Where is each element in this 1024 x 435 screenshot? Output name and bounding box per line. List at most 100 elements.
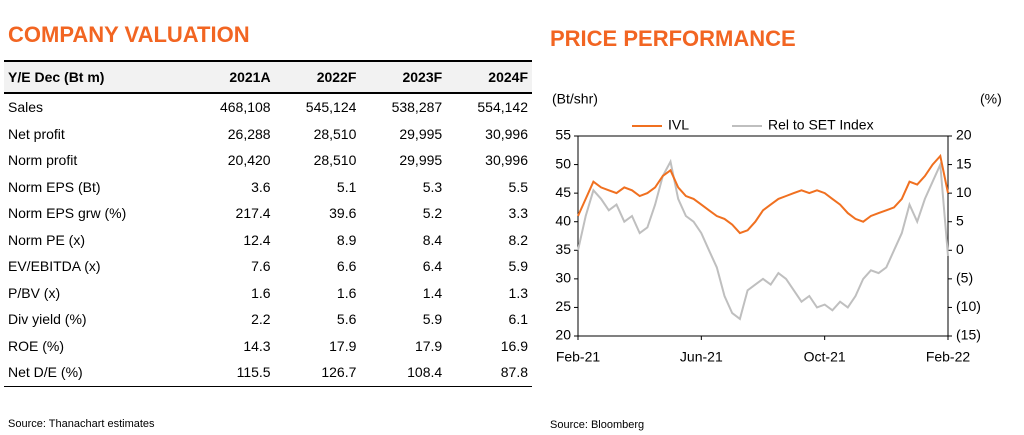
header-row: Y/E Dec (Bt m) 2021A 2022F 2023F 2024F [4,60,532,94]
table-cell: Norm profit [8,152,78,169]
chart: PRICE PERFORMANCE (Bt/shr) (%) Source: B… [550,26,1002,431]
table-cell: 115.5 [188,359,275,387]
table-row: Net profit 26,288 28,510 29,995 30,996 [4,121,532,148]
table-cell: 108.4 [360,359,447,387]
table-cell: 29,995 [399,152,443,169]
series-line [577,158,949,321]
y2-tick-label: 20 [956,127,972,143]
table-cell: P/BV (x) [8,284,61,301]
y-axis-label: (Bt/shr) [552,91,598,107]
table-cell: 1.4 [422,284,443,301]
table-cell: 3.3 [508,205,528,222]
table-cell: 468,108 [219,99,271,116]
table-cell: 5.2 [422,205,443,222]
table-cell: 20,420 [227,152,271,169]
header-cell: 2022F [274,60,361,94]
table-cell: 39.6 [329,205,357,222]
y-tick-label: 55 [555,127,571,143]
y2-tick-label: 10 [956,184,972,200]
table-cell: 5.1 [336,178,357,195]
table-cell: 5.3 [422,178,443,195]
table-cell: EV/EBITDA (x) [8,258,101,275]
plot-frame [577,135,949,337]
table-row: ROE (%) 14.3 17.9 17.9 16.9 [4,333,532,360]
table-row: Sales 468,108 545,124 538,287 554,142 [4,93,532,121]
table-row: EV/EBITDA (x) 7.6 6.6 6.4 5.9 [4,253,532,280]
x-tick-label: Feb-22 [926,349,971,365]
table-cell: 17.9 [329,337,357,354]
table-cell: 26,288 [227,125,271,142]
table-cell: Sales [8,99,44,116]
y-tick-label: 25 [555,298,571,314]
table-row: Norm profit 20,420 28,510 29,995 30,996 [4,147,532,174]
y-tick-label: 40 [555,212,571,228]
table-cell: 87.8 [446,359,532,387]
table-cell: 545,124 [305,99,357,116]
table-cell: 6.1 [508,311,528,328]
table-cell: Norm PE (x) [8,231,85,248]
y2-axis-label: (%) [980,91,1002,107]
table-cell: 1.6 [251,284,271,301]
table-row: Norm EPS (Bt) 3.6 5.1 5.3 5.5 [4,174,532,201]
table-row: Net D/E (%) 115.5 126.7 108.4 87.8 [4,359,532,387]
table-cell: 554,142 [477,99,528,116]
series-line [577,153,949,235]
table-cell: Net D/E (%) [4,359,189,387]
y2-tick-label: (15) [956,327,981,343]
table-cell: 1.6 [336,284,357,301]
y2-tick-label: (10) [956,298,981,314]
table-cell: 217.4 [235,205,271,222]
table-row: Div yield (%) 2.2 5.6 5.9 6.1 [4,306,532,333]
table-title: COMPANY VALUATION [8,22,250,47]
table-cell: 30,996 [485,125,528,142]
legend-label: IVL [668,117,689,133]
legend-label: Rel to SET Index [768,117,874,133]
x-tick-label: Jun-21 [680,349,723,365]
header-cell: 2021A [188,60,275,94]
chart-title: PRICE PERFORMANCE [550,26,796,51]
table-cell: 14.3 [243,337,271,354]
y2-tick-label: 0 [956,241,964,257]
table-cell: 16.9 [500,337,528,354]
table-cell: 538,287 [391,99,443,116]
table-cell: 7.6 [251,258,271,275]
table-cell: 2.2 [251,311,271,328]
table-cell: 12.4 [243,231,271,248]
table-row: Norm PE (x) 12.4 8.9 8.4 8.2 [4,227,532,254]
table-cell: 6.6 [336,258,357,275]
header-cell: 2023F [360,60,447,94]
table-cell: 28,510 [313,152,357,169]
table-cell: 28,510 [313,125,357,142]
y2-tick-label: 5 [956,212,964,228]
table-cell: 6.4 [422,258,443,275]
table-cell: 1.3 [508,284,528,301]
table-cell: Net profit [8,125,65,142]
table-cell: Norm EPS grw (%) [8,205,127,222]
table-cell: 5.9 [422,311,443,328]
table-cell: 5.9 [508,258,528,275]
y-tick-label: 45 [555,184,571,200]
table-cell: Div yield (%) [8,311,87,328]
header-cell: Y/E Dec (Bt m) [4,60,189,94]
table-cell: 5.6 [336,311,357,328]
chart-source: Source: Bloomberg [550,419,644,431]
y-tick-label: 50 [555,155,571,171]
table-cell: 126.7 [274,359,361,387]
x-tick-label: Oct-21 [804,349,846,365]
table-cell: 8.9 [336,231,357,248]
y2-tick-label: (5) [956,270,973,286]
table-row: Norm EPS grw (%) 217.4 39.6 5.2 3.3 [4,200,532,227]
table-cell: 8.2 [508,231,528,248]
table-row: P/BV (x) 1.6 1.6 1.4 1.3 [4,280,532,307]
table-cell: 5.5 [508,178,528,195]
y-tick-label: 35 [555,241,571,257]
table-cell: 30,996 [485,152,528,169]
legend-bg [728,117,928,135]
table-cell: 17.9 [414,337,443,354]
valuation-table: Y/E Dec (Bt m) 2021A 2022F 2023F 2024F Sales 4… [4,60,532,387]
y-tick-label: 20 [555,327,571,343]
table-cell: 8.4 [422,231,443,248]
header-cell: 2024F [446,60,532,94]
table-cell: 3.6 [251,178,271,195]
